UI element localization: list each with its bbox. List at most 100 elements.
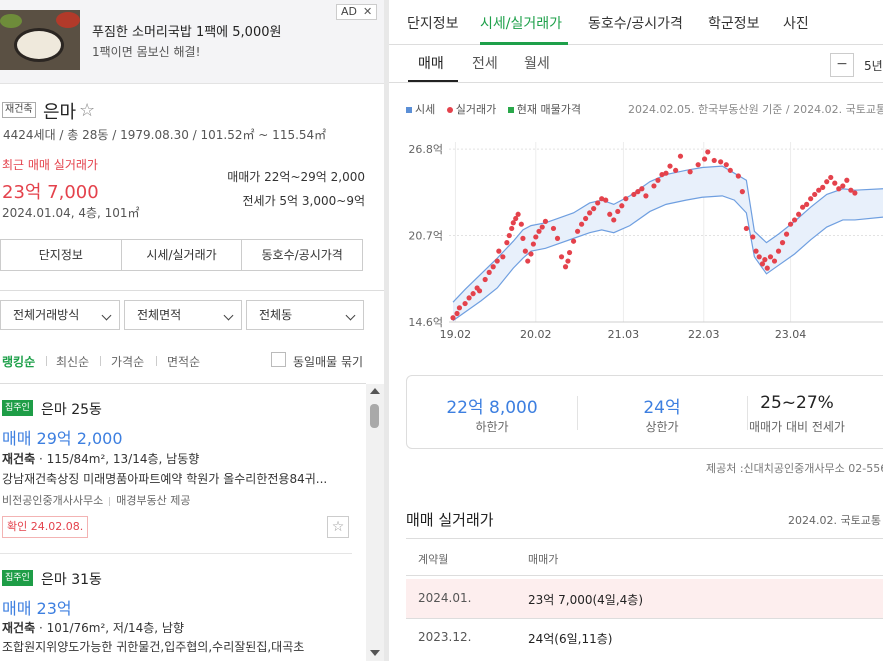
star-icon[interactable]: ☆ [79, 100, 96, 121]
chevron-down-icon [101, 310, 112, 321]
transaction-point [611, 217, 617, 223]
panel-divider[interactable] [384, 0, 389, 661]
favorite-star-icon[interactable]: ☆ [327, 516, 349, 538]
stat-divider [577, 396, 578, 430]
left-tab-price[interactable]: 시세/실거래가 [122, 240, 243, 270]
table-row[interactable]: 2024.01. 23억 7,000(4일,4층) [406, 579, 883, 619]
transaction-point [510, 220, 516, 226]
close-icon[interactable]: ✕ [363, 5, 373, 18]
transaction-point [844, 177, 850, 183]
ad-badge: AD ✕ [336, 4, 378, 20]
building-select[interactable]: 전체동 [246, 300, 364, 330]
transaction-point [554, 235, 561, 241]
scroll-down-arrow-icon[interactable] [370, 650, 380, 656]
deal-tab-sale[interactable]: 매매 [418, 56, 444, 72]
transaction-point [454, 310, 460, 317]
left-tab-complex-info[interactable]: 단지정보 [1, 240, 122, 270]
transaction-point [775, 248, 782, 254]
scroll-up-arrow-icon[interactable] [370, 388, 380, 394]
y-tick-label: 20.7억 [408, 230, 443, 243]
group-same-label[interactable]: 동일매물 묶기 [293, 355, 364, 369]
transaction-point [566, 249, 573, 256]
ad-banner[interactable]: 푸짐한 소머리국밥 1팩에 5,000원 1팩이면 몸보신 해결! AD ✕ [0, 0, 384, 84]
header-contract-month: 계약월 [418, 553, 449, 566]
tab-photos[interactable]: 사진 [783, 16, 809, 32]
transaction-point [828, 174, 834, 181]
tab-unit-price[interactable]: 동호수/공시가격 [588, 16, 683, 32]
zoom-out-button[interactable]: − [830, 53, 854, 77]
upper-price-value: 24억 [643, 398, 681, 418]
transaction-point [486, 269, 492, 275]
group-same-checkbox[interactable] [271, 352, 286, 367]
listing-title[interactable]: 은마 25동 [41, 402, 102, 418]
listing-item[interactable]: 집주인 은마 25동 매매 29억 2,000 재건축 · 115/84m², … [0, 384, 366, 554]
transaction-point [631, 191, 637, 198]
transaction-point [528, 251, 534, 257]
transaction-point [518, 221, 524, 227]
upper-price-label: 상한가 [645, 420, 679, 434]
transaction-point [796, 211, 802, 217]
recent-sale-price: 23억 7,000 [2, 182, 99, 203]
ad-title[interactable]: 푸짐한 소머리국밥 1팩에 5,000원 [92, 25, 282, 40]
transaction-point [562, 264, 569, 270]
legend-circle-icon [446, 107, 453, 113]
transaction-point [520, 235, 526, 241]
sort-area[interactable]: 면적순 [167, 355, 201, 369]
transaction-point [550, 225, 557, 232]
transaction-point [603, 197, 609, 203]
transaction-point [756, 254, 762, 260]
complex-name: 은마 [43, 102, 77, 123]
left-tab-unit-price[interactable]: 동호수/공시가격 [261, 248, 343, 262]
transaction-point [587, 210, 593, 216]
lower-price-value: 22억 8,000 [446, 398, 538, 418]
transaction-point [579, 221, 585, 227]
deal-type-select[interactable]: 전체거래방식 [0, 300, 120, 330]
deal-tab-jeonse[interactable]: 전세 [472, 56, 498, 72]
tab-complex-info[interactable]: 단지정보 [407, 16, 459, 32]
listing-info: 재건축 · 101/76m², 저/14층, 남향 [2, 619, 184, 636]
header-sale-price: 매매가 [528, 553, 559, 566]
deal-tab-monthly[interactable]: 월세 [524, 56, 550, 72]
active-tab-indicator [480, 42, 568, 45]
transaction-point [574, 228, 581, 234]
transaction-point [599, 196, 605, 202]
left-tab-bar: 단지정보 시세/실거래가 동호수/공시가격 [0, 239, 363, 271]
listing-price: 매매 23억 [2, 599, 72, 618]
tab-school[interactable]: 학군정보 [708, 16, 760, 32]
ad-food-image[interactable] [0, 10, 80, 70]
sort-price[interactable]: 가격순 [111, 355, 145, 369]
transaction-point [783, 231, 790, 237]
agent-name[interactable]: 비전공인중개사사무소 [2, 494, 104, 507]
transaction-point [504, 240, 510, 246]
table-row[interactable]: 2023.12. 24억(6일,11층) [406, 618, 883, 658]
listing-divider [0, 553, 352, 554]
row-date: 2024.01. [418, 591, 472, 605]
sort-divider [46, 356, 47, 366]
listing-title[interactable]: 은마 31동 [41, 572, 102, 588]
y-axis-ticks: 26.8억 20.7억 14.6억 [408, 143, 443, 329]
sort-latest[interactable]: 최신순 [56, 355, 90, 369]
period-select[interactable]: 5년 [864, 59, 883, 73]
transaction-point [812, 191, 818, 198]
sort-divider [100, 356, 101, 366]
transaction-point [743, 225, 749, 232]
listing-item[interactable]: 집주인 은마 31동 매매 23억 재건축 · 101/76m², 저/14층,… [0, 554, 366, 661]
scroll-thumb[interactable] [370, 404, 379, 428]
tab-price[interactable]: 시세/실거래가 [480, 16, 562, 32]
transaction-point [816, 187, 822, 193]
jeonse-price-range: 전세가 5억 3,000~9억 [242, 194, 365, 208]
price-chart[interactable]: 26.8억 20.7억 14.6억 19.02 20.02 21.03 22.03 23.0… [389, 130, 883, 355]
row-price: 24억(6일,11층) [528, 632, 613, 646]
transaction-point [496, 248, 502, 254]
sort-ranking[interactable]: 랭킹순 [2, 355, 36, 369]
ad-subtitle[interactable]: 1팩이면 몸보신 해결! [92, 45, 201, 59]
confirm-date-badge: 확인 24.02.08. [2, 516, 89, 538]
transaction-point [764, 265, 770, 271]
jeonse-ratio-label: 매매가 대비 전세가 [749, 420, 845, 434]
transaction-point [779, 240, 786, 246]
area-select[interactable]: 전체면적 [124, 300, 242, 330]
data-provider: 매경부동산 제공 [116, 494, 191, 507]
list-scrollbar[interactable] [366, 384, 384, 661]
transaction-point [565, 258, 571, 264]
